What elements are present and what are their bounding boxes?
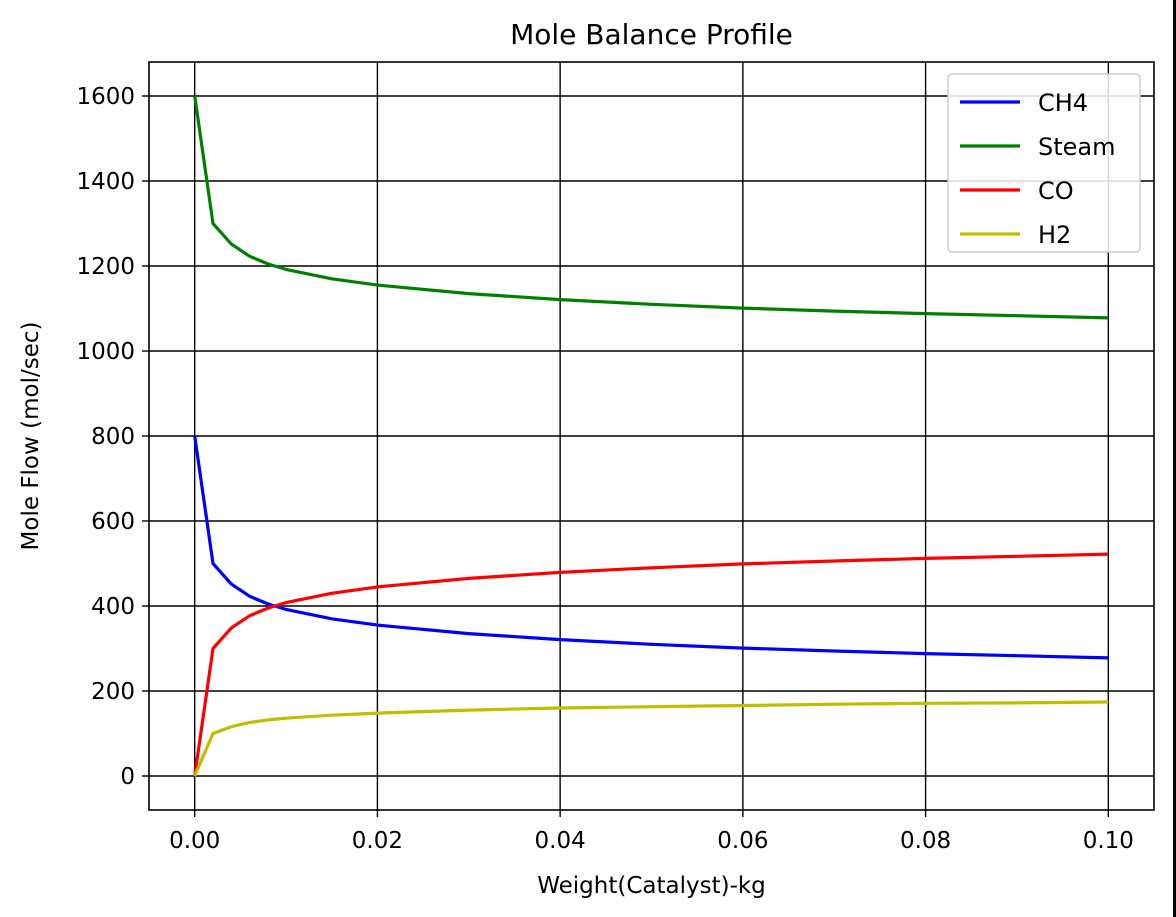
x-tick-label: 0.10 [1083, 828, 1134, 854]
legend-label: Steam [1038, 133, 1116, 161]
y-tick-label: 1400 [76, 169, 135, 195]
y-tick-label: 1200 [76, 254, 135, 280]
y-tick-label: 800 [91, 424, 135, 450]
legend-item-co[interactable]: CO [960, 177, 1074, 205]
y-axis-label: Mole Flow (mol/sec) [18, 322, 44, 551]
series-line-steam [193, 95, 1109, 320]
chart-title: Mole Balance Profile [510, 18, 793, 51]
y-axis-ticks: 0 200 400 600 800 1000 1200 1400 1600 [76, 84, 149, 790]
y-tick-label: 200 [91, 679, 135, 705]
legend-label: H2 [1038, 221, 1071, 249]
series-line-h2 [193, 700, 1109, 777]
x-tick-label: 0.06 [717, 828, 768, 854]
legend-item-h2[interactable]: H2 [960, 221, 1071, 249]
y-tick-label: 600 [91, 509, 135, 535]
y-tick-label: 400 [91, 594, 135, 620]
legend-item-steam[interactable]: Steam [960, 133, 1116, 161]
legend-label: CO [1038, 177, 1074, 205]
x-tick-label: 0.02 [352, 828, 403, 854]
y-tick-label: 1600 [76, 84, 135, 110]
legend[interactable]: CH4 Steam CO H2 [947, 73, 1141, 253]
x-axis-label: Weight(Catalyst)-kg [537, 873, 766, 899]
series-line-co [193, 552, 1109, 777]
x-tick-label: 0.00 [169, 828, 220, 854]
series-lines [193, 95, 1109, 777]
x-tick-label: 0.08 [900, 828, 951, 854]
legend-item-ch4[interactable]: CH4 [960, 89, 1088, 117]
y-tick-label: 0 [120, 764, 135, 790]
window-edge [1173, 0, 1176, 917]
legend-label: CH4 [1038, 89, 1088, 117]
y-tick-label: 1000 [76, 339, 135, 365]
x-tick-label: 0.04 [535, 828, 586, 854]
x-axis-ticks: 0.00 0.02 0.04 0.06 0.08 0.10 [169, 810, 1134, 854]
legend-box [947, 73, 1141, 253]
series-line-ch4 [193, 435, 1109, 660]
